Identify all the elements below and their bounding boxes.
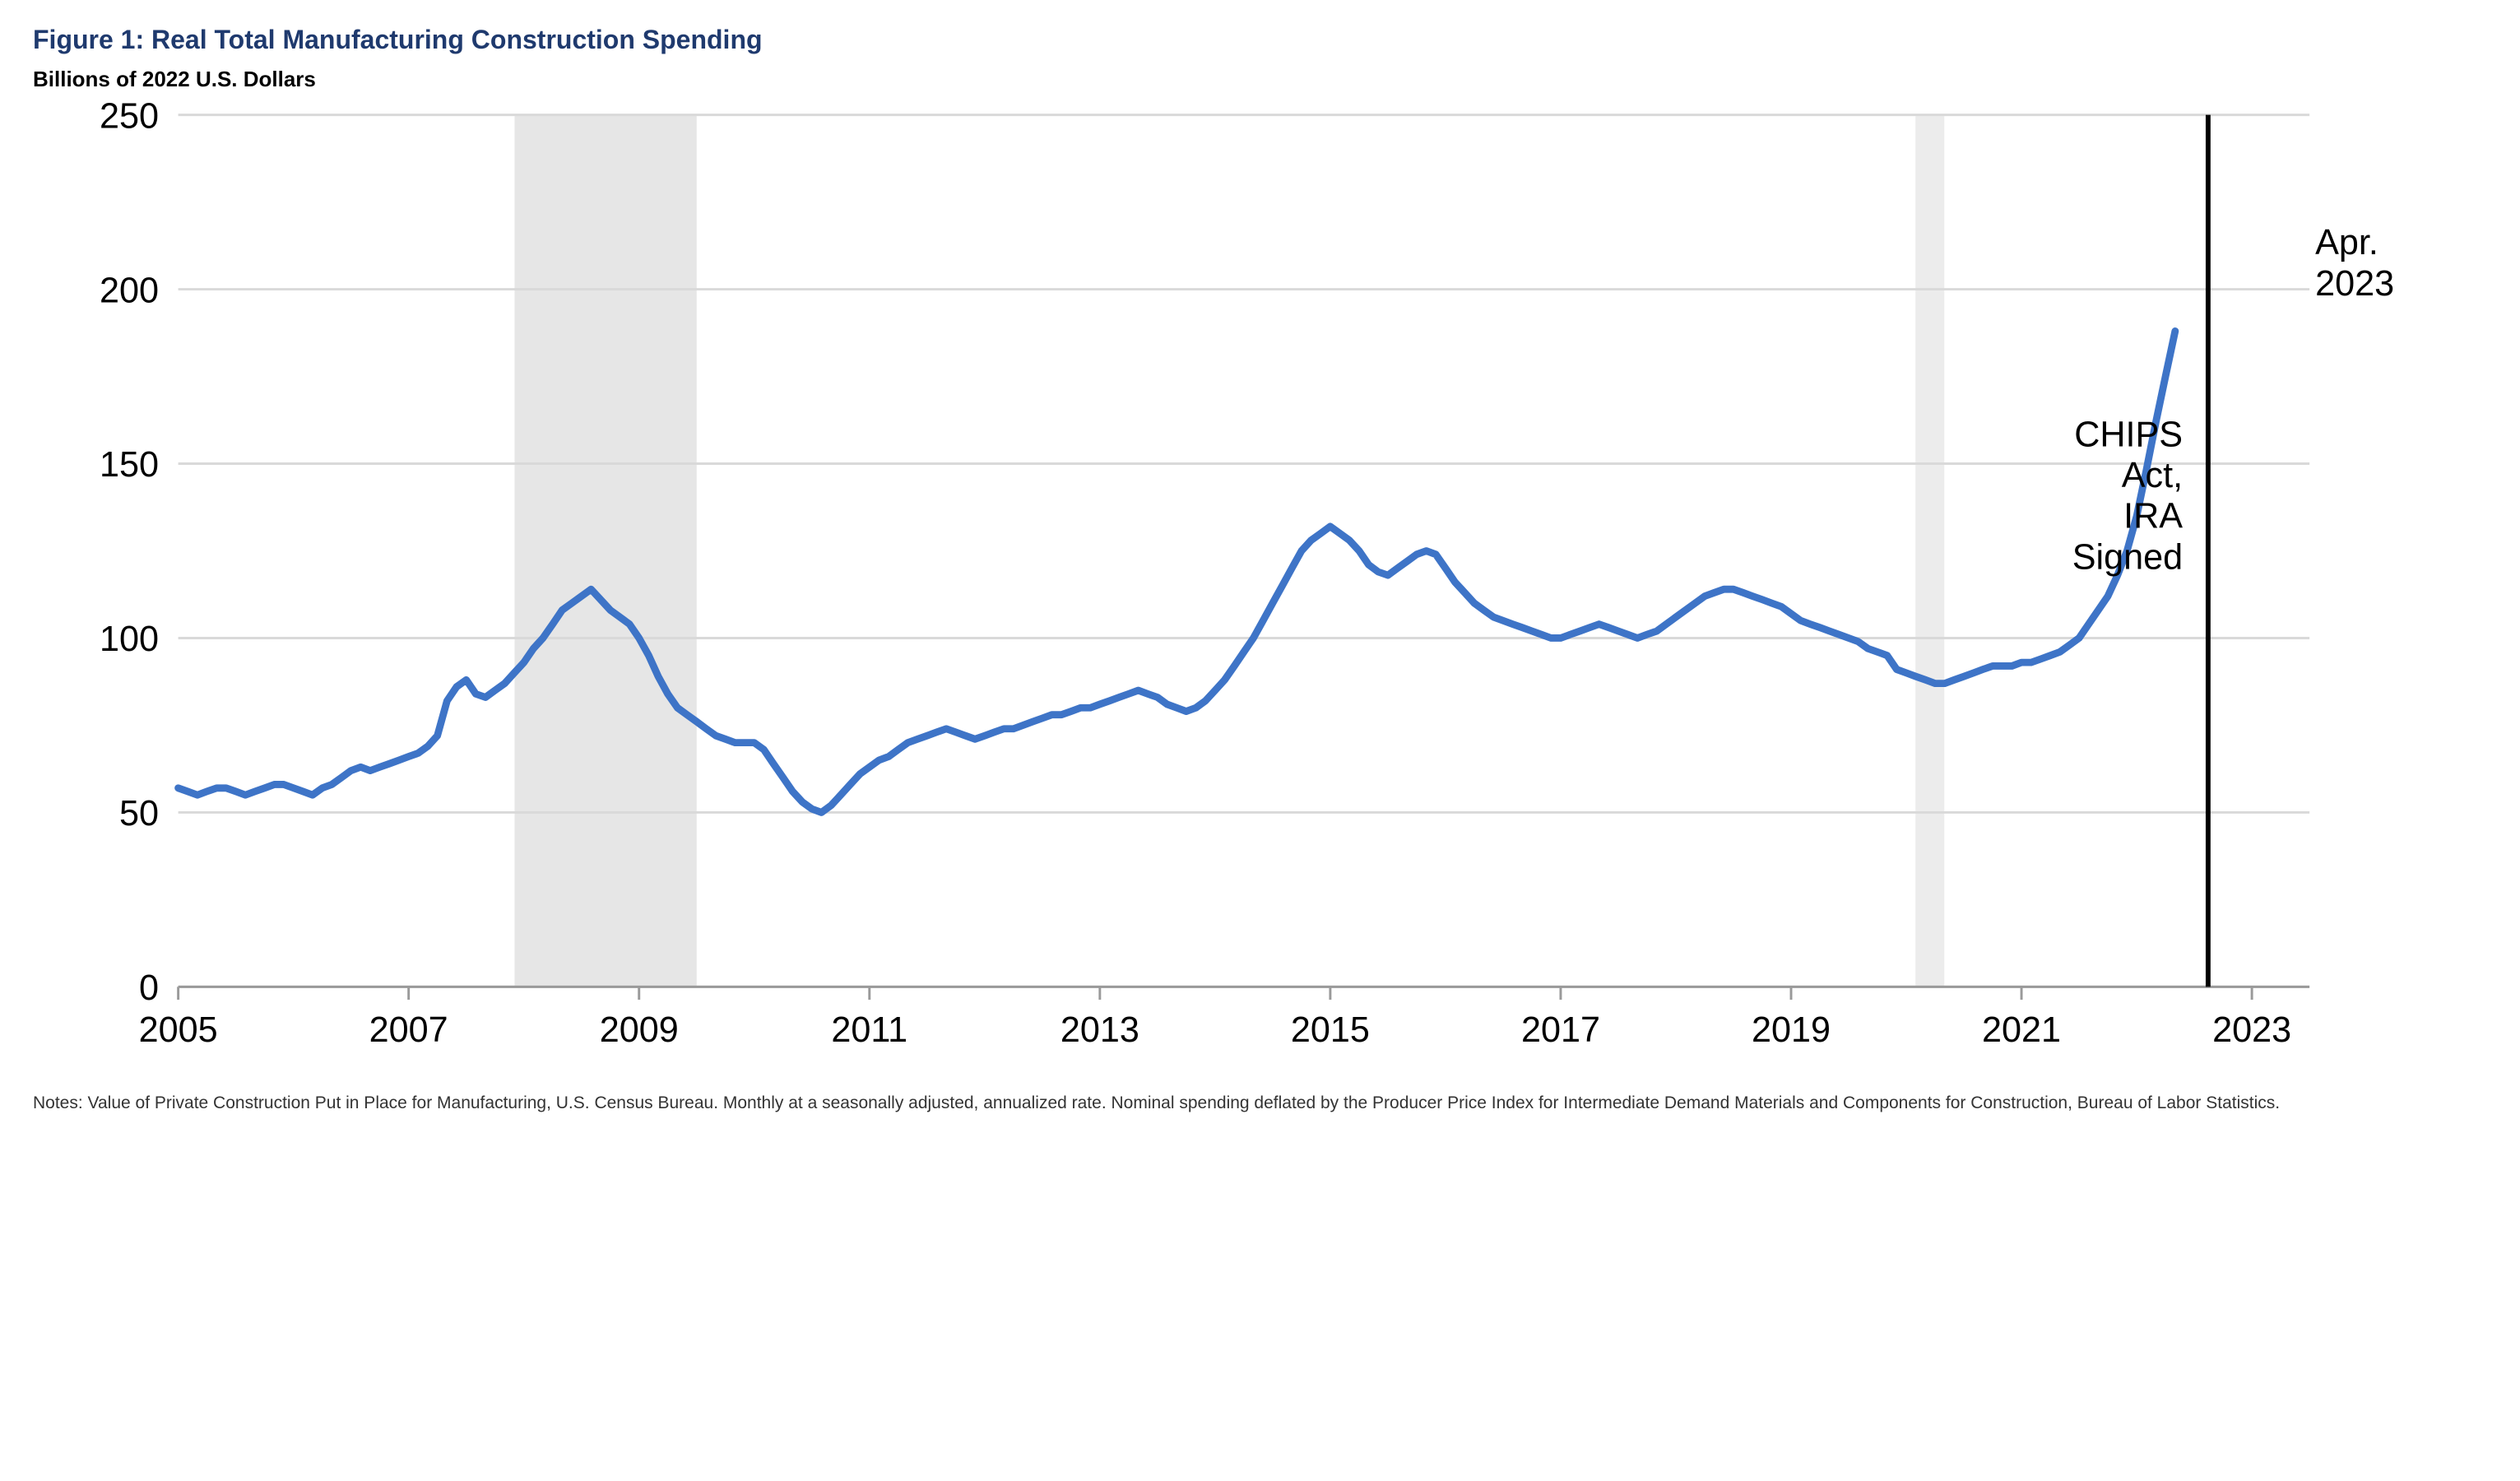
x-tick-label: 2017 [1521, 1010, 1600, 1050]
chart-container: 0 50 100 150 200 250 2005 2007 2009 2011 2013 2015 2… [33, 99, 2487, 1084]
y-tick-label: 0 [139, 968, 159, 1008]
x-tick-label: 2023 [2212, 1010, 2291, 1050]
figure-title: Figure 1: Real Total Manufacturing Const… [33, 25, 2487, 55]
x-tick-label: 2015 [1291, 1010, 1370, 1050]
x-tick-label: 2013 [1060, 1010, 1139, 1050]
y-tick-label: 150 [100, 445, 159, 485]
x-tick-label: 2019 [1752, 1010, 1831, 1050]
y-tick-label: 50 [119, 794, 159, 833]
x-tick-label: 2009 [600, 1010, 679, 1050]
figure-subtitle: Billions of 2022 U.S. Dollars [33, 67, 2487, 92]
line-chart: 0 50 100 150 200 250 2005 2007 2009 2011 2013 2015 2… [33, 99, 2487, 1084]
x-tick-label: 2005 [139, 1010, 218, 1050]
recession-band [515, 115, 697, 987]
figure-notes: Notes: Value of Private Construction Put… [33, 1092, 2487, 1115]
recession-band [1915, 115, 1944, 987]
x-tick-label: 2007 [369, 1010, 448, 1050]
y-tick-label: 200 [100, 271, 159, 310]
x-tick-label: 2021 [1982, 1010, 2061, 1050]
chart-annotation: Apr.2023 [2315, 223, 2394, 304]
y-tick-label: 250 [100, 99, 159, 136]
x-tick-label: 2011 [831, 1010, 907, 1050]
y-tick-label: 100 [100, 620, 159, 659]
